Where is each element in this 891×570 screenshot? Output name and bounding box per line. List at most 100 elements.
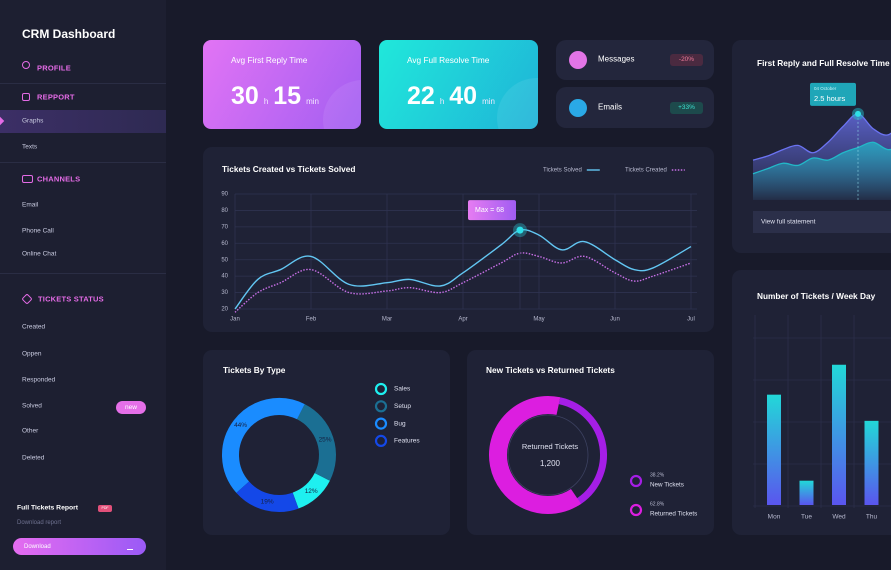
legend-label: Returned Tickets <box>650 511 697 518</box>
email-icon <box>569 99 587 117</box>
y-tick-label: 20 <box>221 307 228 313</box>
stat-card: Avg First Reply Time 30 h 15 min <box>203 40 361 129</box>
channels-icon <box>22 175 33 183</box>
menu-item[interactable]: Solved <box>22 402 42 410</box>
legend-label: Tickets Solved <box>543 168 582 174</box>
separator <box>0 83 166 84</box>
legend-label: Features <box>394 438 420 445</box>
pie-segment <box>296 404 336 481</box>
bar <box>799 480 814 505</box>
line-panel: Tickets Created vs Tickets Solved <box>203 147 714 332</box>
x-tick-label: Wed <box>832 514 846 521</box>
tooltip-title: 04 October <box>814 86 837 91</box>
menu-section[interactable]: PROFILE <box>37 63 71 73</box>
y-tick-label: 80 <box>221 208 228 214</box>
file-tag: PDF <box>98 505 112 512</box>
y-tick-label: 90 <box>221 192 228 198</box>
x-tick-label: Jun <box>610 317 620 323</box>
legend-label: Setup <box>394 403 411 410</box>
minutes: 40 <box>449 82 478 110</box>
area <box>753 142 891 200</box>
chart-title: Number of Tickets / Week Day <box>757 291 876 301</box>
legend-marker <box>374 400 388 413</box>
unit: min <box>482 97 495 106</box>
notification[interactable]: Messages -20% <box>556 40 714 80</box>
pie-segment <box>236 481 299 512</box>
separator <box>0 273 166 274</box>
ring-center <box>507 414 589 496</box>
message-icon <box>569 51 587 69</box>
download-button[interactable]: Download <box>13 538 146 555</box>
legend-value: 62.8% <box>650 501 665 507</box>
highlight-dot <box>855 110 861 117</box>
menu-item[interactable]: Phone Call <box>22 227 54 235</box>
legend-marker <box>374 434 388 447</box>
tooltip-box <box>810 82 856 106</box>
chart-title: Tickets Created vs Tickets Solved <box>222 164 356 174</box>
separator <box>0 162 166 163</box>
report-subtitle: Download report <box>17 520 62 526</box>
menu-item[interactable]: Deleted <box>22 454 45 462</box>
card-title: Avg First Reply Time <box>231 55 308 65</box>
download-icon <box>127 542 133 550</box>
card-value: 30 h 15 min <box>231 82 319 111</box>
bar <box>864 420 879 505</box>
card-title: Avg Full Resolve Time <box>407 55 490 65</box>
notification-label: Messages <box>598 54 635 64</box>
x-tick-label: Mon <box>768 514 781 521</box>
pie-segment <box>292 472 330 509</box>
menu-item[interactable]: Responded <box>22 376 56 384</box>
sidebar: CRM Dashboard PROFILE REPPORT Graphs Tex… <box>0 0 166 570</box>
y-tick-label: 60 <box>221 241 228 247</box>
value-label: 25% <box>319 437 332 444</box>
chart-title: New Tickets vs Returned Tickets <box>486 365 615 375</box>
y-tick-label: 50 <box>221 257 228 263</box>
card-value: 22 h 40 min <box>407 82 495 111</box>
report-title: Full Tickets Report <box>17 504 79 512</box>
menu-item[interactable]: Created <box>22 323 46 331</box>
center-value: 1,200 <box>540 459 561 468</box>
menu-section[interactable]: CHANNELS <box>37 174 81 184</box>
menu-item[interactable]: Oppen <box>22 350 42 358</box>
pie-segment <box>222 398 305 493</box>
stat-card: Avg Full Resolve Time 22 h 40 min <box>379 40 538 129</box>
max-point <box>516 226 524 234</box>
link-box[interactable]: View full statement <box>753 211 891 233</box>
active-row <box>0 110 166 133</box>
profile-icon <box>22 61 30 69</box>
legend-marker <box>374 382 388 396</box>
unit: h <box>439 97 445 106</box>
hours: 22 <box>407 82 435 110</box>
menu-item[interactable]: Graphs <box>22 117 44 125</box>
x-tick-label: Thu <box>866 514 878 521</box>
chart-title: Tickets By Type <box>223 365 286 375</box>
y-tick-label: 70 <box>221 224 228 230</box>
legend-marker <box>629 503 643 517</box>
x-tick-label: Jan <box>230 317 240 323</box>
menu-item[interactable]: Email <box>22 201 39 209</box>
change-badge: -20% <box>670 54 703 66</box>
notification[interactable]: Emails +33% <box>556 87 714 128</box>
legend-label: Bug <box>394 420 406 427</box>
legend-label: Tickets Created <box>625 168 667 174</box>
menu-item[interactable]: Texts <box>22 143 38 151</box>
menu-item[interactable]: Other <box>22 427 39 435</box>
bar <box>832 364 846 505</box>
tooltip-value: 2.5 hours <box>814 94 846 103</box>
x-tick-label: Tue <box>801 514 812 521</box>
app-title: CRM Dashboard <box>22 27 116 41</box>
menu-section[interactable]: TICKETS STATUS <box>38 294 104 304</box>
value-label: 19% <box>261 499 274 506</box>
x-tick-label: May <box>533 317 544 323</box>
minutes: 15 <box>273 82 302 110</box>
menu-section[interactable]: REPPORT <box>37 92 75 102</box>
unit: h <box>263 97 269 106</box>
center-label: Returned Tickets <box>522 442 579 451</box>
menu-item[interactable]: Online Chat <box>22 250 57 258</box>
notification-label: Emails <box>598 102 623 112</box>
badge: new <box>116 401 146 414</box>
chart-title: First Reply and Full Resolve Time <box>757 58 890 68</box>
legend-marker <box>374 417 388 430</box>
